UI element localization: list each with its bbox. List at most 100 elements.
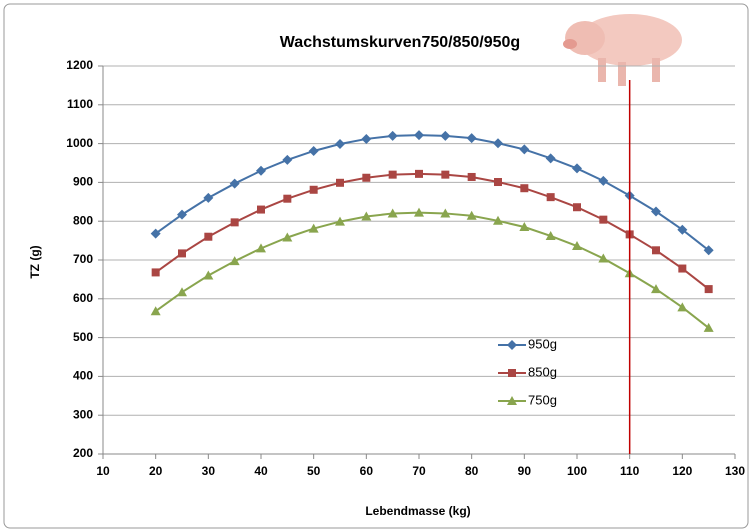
marker [466, 210, 477, 220]
marker [308, 223, 319, 233]
marker [599, 215, 608, 224]
x-tick-label: 100 [567, 464, 587, 478]
x-tick-label: 40 [254, 464, 268, 478]
marker [230, 218, 239, 227]
x-tick-label: 70 [412, 464, 426, 478]
marker [204, 232, 213, 241]
marker [362, 173, 371, 182]
marker [652, 246, 660, 255]
x-tick-label: 20 [149, 464, 163, 478]
marker [678, 264, 687, 273]
marker [493, 138, 503, 149]
marker [388, 170, 397, 179]
marker [466, 133, 477, 144]
y-tick-label: 300 [73, 407, 93, 421]
marker [203, 270, 214, 280]
marker [703, 245, 714, 256]
marker [387, 130, 398, 141]
x-tick-label: 90 [518, 464, 532, 478]
marker [598, 253, 609, 263]
marker [507, 340, 517, 350]
marker [573, 203, 581, 212]
marker [545, 153, 556, 164]
y-tick-label: 900 [73, 175, 93, 189]
x-tick-label: 110 [620, 464, 640, 478]
y-tick-label: 600 [73, 291, 93, 305]
marker [507, 396, 517, 405]
marker [572, 163, 582, 174]
marker [256, 165, 266, 176]
x-tick-label: 130 [725, 464, 745, 478]
marker [150, 228, 161, 239]
series-line [155, 172, 710, 290]
legend-label: 850g [528, 364, 557, 379]
marker [677, 302, 688, 312]
marker [387, 208, 398, 218]
x-axis-label: Lebendmasse (kg) [365, 504, 470, 518]
x-tick-label: 60 [360, 464, 374, 478]
marker [177, 287, 187, 297]
marker [308, 145, 319, 156]
y-tick-label: 200 [73, 446, 93, 460]
marker [335, 216, 345, 226]
marker [283, 194, 292, 203]
marker [335, 138, 345, 149]
marker [415, 169, 423, 178]
marker [229, 256, 240, 266]
marker [229, 178, 240, 189]
marker [282, 232, 293, 242]
marker [257, 205, 265, 214]
series-line [155, 211, 710, 329]
marker [545, 230, 556, 240]
marker [546, 193, 555, 202]
plot-area: 200 300 400 500 600 700 800 900 1000 1100 1200 10 20… [66, 58, 745, 478]
marker [440, 130, 451, 141]
marker [704, 285, 713, 294]
marker [598, 175, 609, 186]
marker [256, 243, 266, 253]
y-tick-label: 800 [73, 213, 93, 227]
marker [651, 206, 661, 217]
marker [282, 154, 293, 165]
x-tick-label: 50 [307, 464, 321, 478]
marker [361, 211, 372, 221]
marker [493, 215, 503, 225]
x-tick-label: 10 [96, 464, 110, 478]
y-tick-label: 500 [73, 330, 93, 344]
marker [703, 322, 714, 332]
x-tick-label: 30 [202, 464, 216, 478]
marker [150, 306, 161, 316]
pig-picture [563, 14, 682, 86]
y-axis-label: TZ (g) [28, 245, 42, 278]
series-line [155, 134, 710, 252]
y-tick-label: 700 [73, 252, 93, 266]
chart-frame [3, 3, 749, 529]
marker [361, 133, 372, 144]
marker [440, 208, 451, 218]
marker [467, 172, 476, 181]
marker [519, 222, 530, 232]
legend-label: 750g [528, 392, 557, 407]
marker [494, 178, 502, 187]
legend-label: 950g [528, 336, 557, 351]
marker [677, 224, 688, 235]
y-tick-label: 1000 [66, 136, 93, 150]
x-tick-label: 80 [465, 464, 479, 478]
y-tick-label: 1100 [67, 97, 93, 111]
marker [177, 209, 187, 220]
marker [309, 185, 318, 194]
marker [572, 241, 582, 251]
x-tick-label: 120 [672, 464, 692, 478]
marker [414, 130, 424, 141]
marker [519, 144, 530, 155]
marker [414, 207, 424, 217]
marker [336, 178, 344, 187]
marker [508, 369, 516, 377]
marker [178, 249, 186, 258]
marker [651, 284, 661, 294]
marker [203, 192, 214, 203]
y-tick-label: 400 [73, 369, 93, 383]
marker [441, 170, 450, 179]
